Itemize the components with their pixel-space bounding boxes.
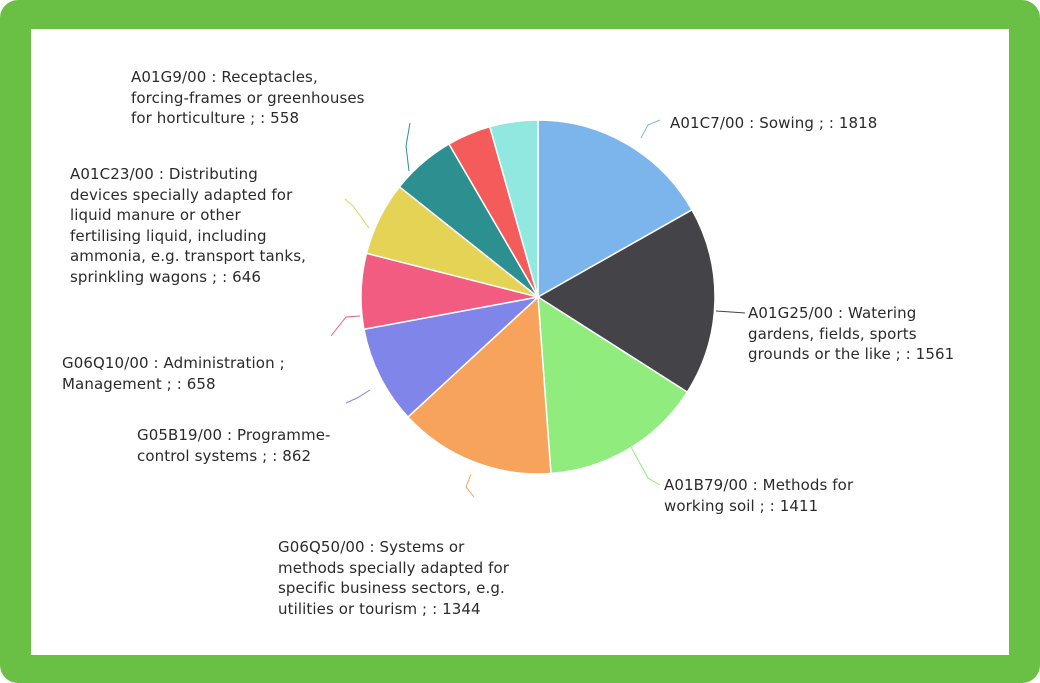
data-label-8: A01G9/00 : Receptacles, forcing-frames o… <box>131 68 365 127</box>
pie-slice-2[interactable] <box>537 209 716 393</box>
data-label-3: A01B79/00 : Methods for working soil ; :… <box>664 476 854 515</box>
data-label-6: G06Q10/00 : Administration ; Management … <box>62 354 285 393</box>
connector-line-2 <box>715 310 746 314</box>
pie-slice-1[interactable] <box>537 119 693 298</box>
data-label-7: A01C23/00 : Distributing devices special… <box>70 165 306 286</box>
data-label-5: G05B19/00 : Programme- control systems ;… <box>137 426 331 465</box>
connector-line-4 <box>465 473 475 498</box>
connector-line-8 <box>405 122 411 172</box>
connector-line-3 <box>630 446 661 486</box>
connector-line-7 <box>344 198 370 229</box>
data-label-1: A01C7/00 : Sowing ; : 1818 <box>670 114 878 132</box>
pie-slice-5[interactable] <box>363 296 539 418</box>
connector-line-6 <box>330 315 361 337</box>
data-label-4: G06Q50/00 : Systems or methods specially… <box>278 538 510 618</box>
data-label-2: A01G25/00 : Watering gardens, fields, sp… <box>748 304 955 363</box>
pie-slice-10[interactable] <box>489 119 539 298</box>
pie-slice-4[interactable] <box>407 296 552 475</box>
pie-slice-3[interactable] <box>537 296 689 475</box>
connector-line-5 <box>345 389 371 404</box>
connector-line-1 <box>640 119 661 139</box>
